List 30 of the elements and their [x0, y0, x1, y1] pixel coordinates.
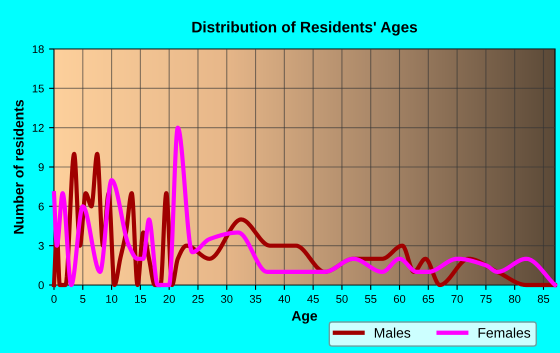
y-tick-label: 3: [38, 242, 44, 250]
x-tick-label: 0: [51, 295, 57, 303]
y-tick-label: 0: [38, 281, 44, 290]
y-tick-label: 12: [32, 124, 44, 132]
x-tick-label: 5: [80, 295, 86, 303]
x-tick-label: 85: [538, 295, 550, 303]
legend-label: Females: [478, 328, 530, 338]
x-tick-label: 60: [394, 295, 406, 303]
y-tick-label: 18: [32, 45, 44, 54]
y-tick-label: 6: [38, 202, 44, 210]
x-tick-label: 75: [480, 295, 492, 303]
x-tick-label: 35: [250, 295, 262, 303]
x-tick-label: 80: [508, 295, 520, 303]
y-tick-label: 9: [38, 163, 44, 172]
x-tick-label: 15: [135, 295, 146, 303]
x-tick-label: 50: [336, 295, 348, 303]
x-tick-label: 25: [192, 295, 204, 303]
x-tick-label: 40: [278, 295, 290, 303]
x-tick-label: 70: [451, 295, 463, 303]
x-tick-label: 20: [164, 295, 175, 303]
x-tick-label: 30: [221, 295, 233, 303]
legend-label: Males: [374, 328, 410, 338]
x-tick-label: 45: [307, 295, 319, 303]
y-tick-label: 15: [32, 84, 44, 92]
x-tick-label: 65: [422, 295, 434, 303]
x-tick-label: 55: [364, 295, 376, 303]
chart-title: Distribution of Residents' Ages: [192, 21, 418, 36]
x-axis-title: Age: [292, 311, 318, 324]
y-axis-title: Number of residents: [13, 100, 24, 234]
x-tick-label: 10: [106, 295, 118, 303]
